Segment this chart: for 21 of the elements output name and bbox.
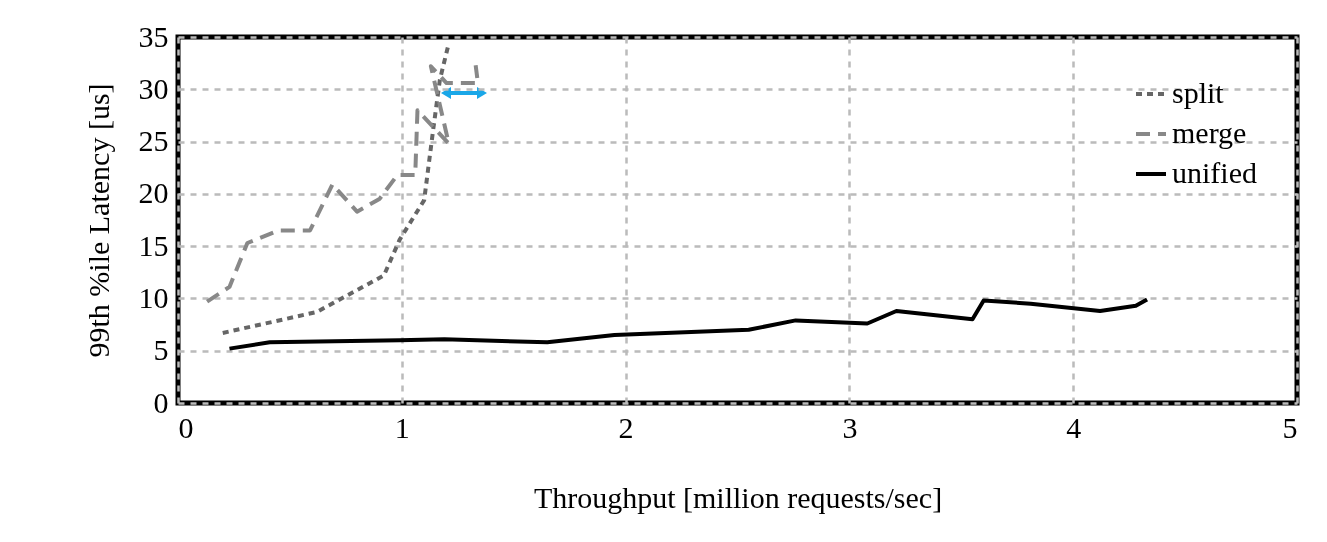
x-tick-label: 2 <box>618 410 634 444</box>
y-axis-title: 99th %ile Latency [us] <box>81 83 115 358</box>
line-series <box>227 297 1150 351</box>
y-tick-label: 10 <box>138 280 169 314</box>
x-axis-title: Throughput [million requests/sec] <box>533 480 943 514</box>
y-tick-label: 35 <box>138 19 169 53</box>
x-tick-label: 5 <box>1282 410 1298 444</box>
x-tick-label: 3 <box>842 410 858 444</box>
legend-label: split <box>1172 76 1225 109</box>
line-series <box>205 63 480 304</box>
x-tick-label: 1 <box>394 410 410 444</box>
x-tick-label: 0 <box>178 410 194 444</box>
y-tick-label: 0 <box>153 385 169 419</box>
y-tick-label: 30 <box>138 71 169 105</box>
x-tick-label: 4 <box>1066 410 1082 444</box>
y-tick-label: 25 <box>138 124 169 158</box>
legend-label: unified <box>1172 156 1257 189</box>
y-tick-label: 20 <box>138 176 169 210</box>
legend-label: merge <box>1172 116 1247 149</box>
y-tick-label: 15 <box>138 228 169 262</box>
y-tick-label: 5 <box>153 333 169 367</box>
